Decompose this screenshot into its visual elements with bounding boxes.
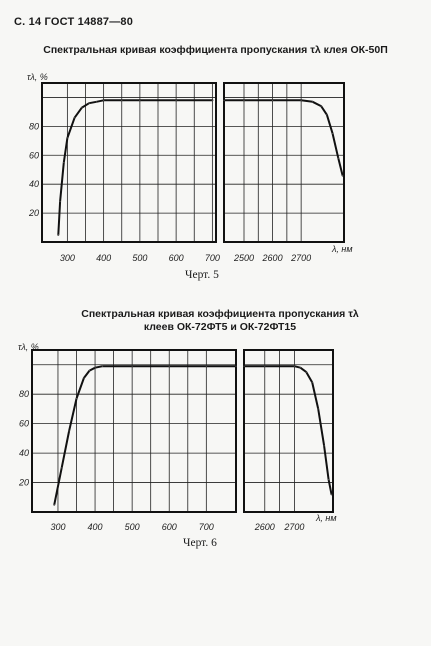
chart5-data-point	[59, 200, 61, 203]
chart5-data-point	[121, 99, 123, 101]
chart5-panel-frame	[41, 82, 217, 243]
chart6-ytick-label: 20	[18, 478, 29, 488]
chart6-data-point	[168, 365, 170, 367]
chart5-data-point	[88, 102, 90, 104]
chart6-series-line	[243, 365, 333, 496]
chart5-panel-frame	[223, 82, 345, 243]
chart6-ytick-label: 40	[19, 448, 29, 458]
chart6-ytick-label: 60	[19, 419, 29, 429]
chart5-xtick-label: 300	[60, 253, 75, 263]
chart5-ytick-label: 40	[29, 179, 39, 189]
chart5-data-point	[81, 106, 83, 109]
chart6-data-point	[68, 430, 70, 432]
chart5-data-point	[211, 99, 213, 101]
chart6-xtick-label: 500	[125, 522, 140, 532]
chart6-data-point	[317, 408, 319, 410]
chart6-data-point	[235, 365, 237, 367]
chart6-xtick-label: 400	[88, 522, 103, 532]
chart6-xtick-label: 700	[199, 522, 214, 532]
chart5-data-point	[223, 99, 225, 101]
chart6-data-point	[83, 377, 85, 379]
chart5-data-point	[74, 117, 76, 119]
chart5-xlabel: λ, нм	[331, 244, 353, 254]
chart5-data-point	[139, 99, 141, 101]
page-header: С. 14 ГОСТ 14887—80	[14, 16, 134, 28]
chart6-data-point	[330, 493, 333, 495]
chart5-data-point	[66, 137, 68, 139]
chart5-series-line	[223, 99, 344, 177]
chart5-data-point	[341, 174, 344, 177]
chart5-data-point	[271, 99, 274, 101]
chart5-xtick-label: 400	[96, 253, 111, 263]
chart6-data-point	[311, 381, 313, 383]
chart6-data-point	[293, 365, 296, 367]
chart5-data-point	[63, 161, 65, 164]
chart6-data-point	[75, 398, 78, 400]
chart5-ytick-label: 60	[29, 150, 39, 160]
chart6-ytick-label: 80	[19, 389, 29, 399]
chart5-data-point	[103, 99, 105, 101]
chart5-ylabel: τλ, %	[27, 72, 48, 82]
chart5-data-point	[326, 114, 328, 116]
chart5-data-point	[95, 101, 97, 103]
chart6-data-point	[88, 370, 91, 372]
chart5-xtick-label: 700	[205, 253, 220, 263]
chart6-xtick-label: 600	[162, 522, 177, 532]
chart6-xtick-label: 2700	[283, 522, 304, 532]
chart5-data-point	[331, 132, 334, 135]
chart5-xtick-label: 500	[132, 253, 147, 263]
chart5-title: Спектральная кривая коэффициента пропуск…	[43, 44, 388, 56]
chart6-data-point	[131, 365, 133, 367]
chart6-data-point	[327, 479, 330, 481]
chart6-data-point	[61, 467, 63, 469]
chart5-ytick-label: 20	[28, 208, 39, 218]
chart6-data-point	[53, 504, 55, 506]
chart6-xtick-label: 300	[50, 522, 65, 532]
chart6-data-point	[305, 371, 307, 373]
chart5-ytick-label: 80	[29, 121, 39, 131]
chart5-data-point	[57, 234, 59, 236]
chart6-data-point	[101, 365, 104, 367]
chart6-data-point	[299, 367, 301, 369]
chart5-data-point	[311, 101, 314, 103]
chart6-panel-frame	[243, 349, 334, 513]
chart5-xtick-label: 2600	[262, 253, 283, 263]
chart5-data-point	[337, 157, 339, 159]
chart5-xtick-label: 2700	[290, 253, 311, 263]
chart6-data-point	[243, 365, 245, 367]
chart5-xtick-label: 2500	[233, 253, 254, 263]
chart6-ylabel: τλ, %	[18, 342, 39, 352]
chart5-data-point	[320, 105, 322, 107]
chart5-xtick-label: 600	[169, 253, 184, 263]
chart6-data-point	[264, 365, 266, 367]
chart6-caption: Черт. 6	[183, 537, 217, 549]
chart5-data-point	[175, 99, 177, 101]
chart6-data-point	[94, 367, 96, 369]
chart6-panel-frame	[31, 349, 237, 513]
chart6-data-point	[323, 445, 325, 447]
chart5-caption: Черт. 5	[185, 269, 219, 281]
chart5-data-point	[300, 99, 302, 101]
chart6-xlabel: λ, нм	[315, 513, 337, 523]
chart6-xtick-label: 2600	[254, 522, 275, 532]
chart6-series-line	[53, 365, 237, 506]
chart6-data-point	[205, 365, 207, 367]
chart6-title: Спектральная кривая коэффициента пропуск…	[81, 308, 359, 333]
chart5-data-point	[243, 99, 245, 101]
chart5-series-line	[57, 99, 214, 236]
